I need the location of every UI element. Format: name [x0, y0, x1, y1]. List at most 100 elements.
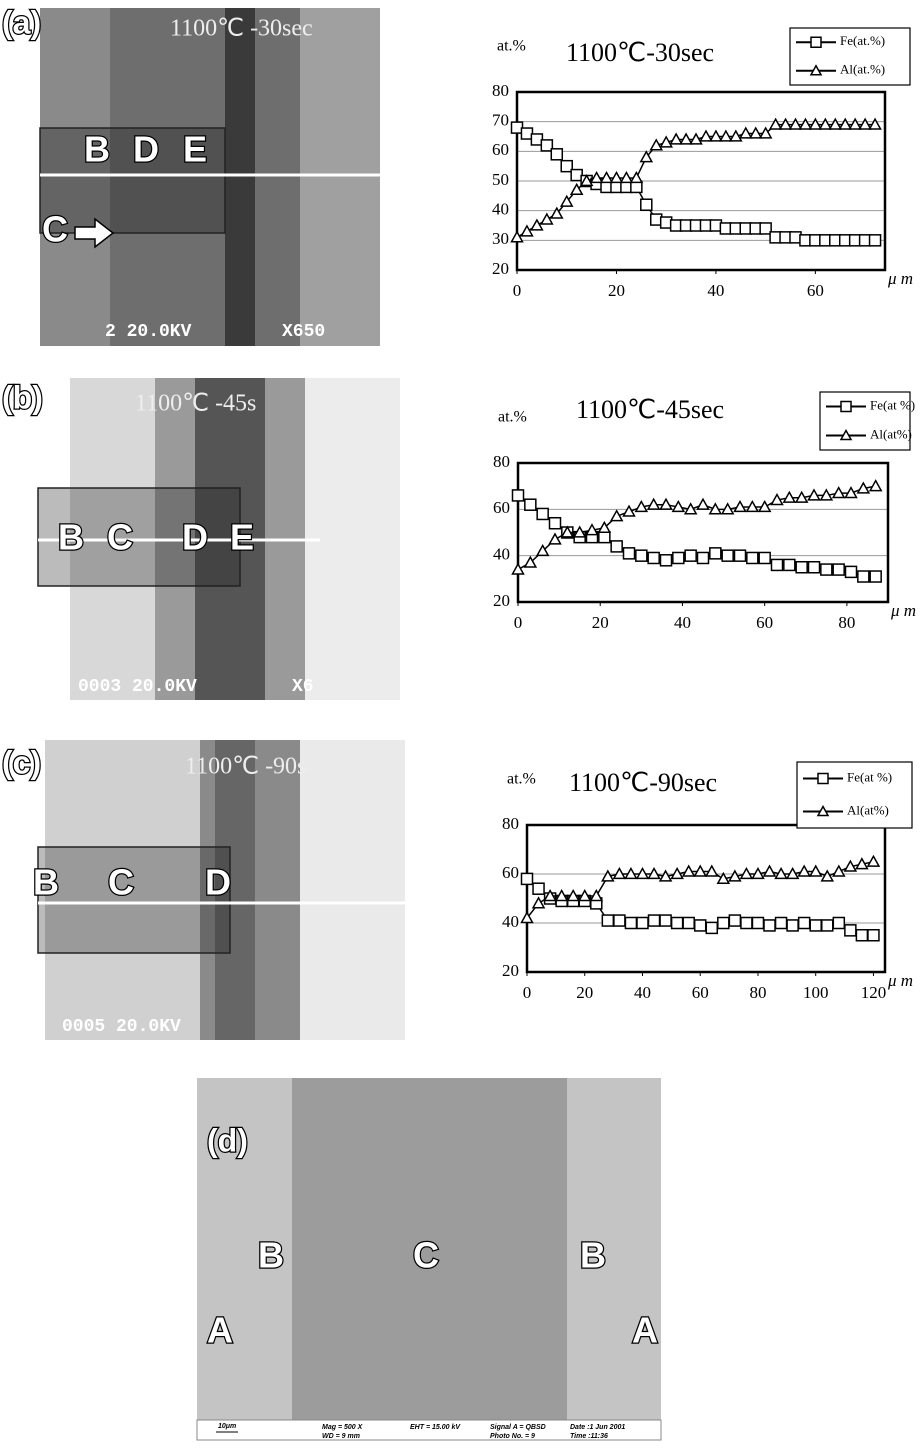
x-tick-label: 60: [692, 983, 709, 1002]
marker: [635, 866, 650, 880]
marker: [548, 516, 562, 530]
marker: [817, 772, 829, 785]
marker: [681, 864, 696, 877]
marker: [840, 400, 852, 413]
region-label: D: [133, 129, 159, 170]
y-tick-label: 80: [492, 81, 509, 100]
marker: [740, 916, 753, 930]
marker: [684, 549, 697, 562]
y-tick-label: 40: [502, 912, 519, 931]
marker: [821, 919, 834, 932]
x-axis-label: μ m: [887, 971, 913, 990]
marker: [719, 129, 733, 142]
marker: [598, 530, 611, 544]
panel-label: (b): [2, 379, 43, 415]
marker: [523, 555, 538, 568]
marker: [783, 558, 796, 572]
x-tick-label: 40: [634, 983, 651, 1002]
plot-frame: [515, 90, 887, 272]
sem-info: Photo No. = 9: [490, 1433, 535, 1440]
marker: [659, 135, 673, 148]
marker: [659, 914, 672, 927]
marker: [536, 507, 549, 521]
region-label: B: [33, 862, 59, 903]
marker: [748, 126, 763, 139]
marker: [774, 866, 788, 880]
marker: [768, 117, 783, 130]
marker: [639, 150, 654, 163]
legend-box: [796, 761, 913, 829]
region-label: B: [580, 1235, 606, 1276]
marker: [810, 36, 822, 48]
plot-frame: [516, 461, 890, 604]
chart-title: 1100℃-30sec: [566, 38, 714, 67]
marker: [585, 523, 599, 536]
region-label: B: [84, 129, 110, 170]
y-tick-label: 20: [502, 961, 519, 980]
y-tick-label: 60: [493, 498, 510, 517]
scale-bar-label: 10μm: [218, 1423, 236, 1430]
sem-info: Signal A = QBSD: [490, 1424, 546, 1431]
y-tick-label: 70: [492, 111, 509, 130]
marker: [758, 126, 773, 139]
marker: [599, 170, 614, 184]
y-axis-label: at.%: [507, 771, 536, 788]
marker: [709, 547, 722, 560]
marker: [511, 489, 525, 502]
overlay-label: 1100℃ -45s: [135, 391, 256, 417]
marker: [689, 132, 703, 145]
marker: [782, 490, 797, 503]
marker: [832, 916, 846, 930]
x-tick-label: 60: [756, 613, 773, 632]
marker: [520, 224, 534, 237]
micrograph-d: [196, 1078, 662, 1441]
sem-footer: 2 20.0KV: [105, 322, 192, 342]
marker: [828, 117, 843, 130]
marker: [559, 194, 574, 207]
marker: [622, 547, 636, 560]
marker: [671, 499, 686, 513]
x-tick-label: 40: [674, 613, 691, 632]
marker: [844, 565, 858, 579]
marker: [770, 493, 784, 506]
marker: [696, 551, 710, 565]
marker: [809, 919, 822, 932]
marker: [868, 234, 882, 247]
marker: [520, 911, 534, 924]
panel-label: (d): [207, 1122, 248, 1158]
panel-label: (c): [2, 744, 41, 780]
marker: [682, 916, 695, 930]
marker: [770, 558, 784, 572]
y-tick-label: 20: [493, 591, 510, 610]
marker: [858, 117, 872, 130]
marker: [659, 497, 673, 510]
marker: [647, 551, 660, 565]
micrograph-a: [39, 8, 380, 346]
marker: [816, 804, 830, 817]
marker: [649, 138, 664, 151]
x-tick-label: 20: [608, 281, 625, 300]
marker: [838, 117, 852, 130]
marker: [670, 916, 684, 930]
marker: [733, 499, 747, 513]
marker: [778, 117, 793, 130]
marker: [794, 490, 809, 503]
marker: [728, 869, 742, 882]
marker: [569, 182, 584, 196]
plot-frame: [525, 823, 887, 974]
marker: [763, 919, 776, 932]
y-tick-label: 60: [502, 863, 519, 882]
marker: [808, 864, 823, 877]
y-tick-label: 50: [492, 170, 509, 189]
marker: [704, 864, 719, 877]
panel-label: (a): [2, 4, 41, 40]
marker: [601, 869, 615, 882]
sem-footer: X6: [292, 677, 314, 697]
x-tick-label: 80: [749, 983, 766, 1002]
marker: [659, 554, 673, 567]
marker: [809, 64, 823, 76]
x-tick-label: 120: [861, 983, 887, 1002]
marker: [797, 916, 811, 930]
marker: [540, 212, 554, 225]
